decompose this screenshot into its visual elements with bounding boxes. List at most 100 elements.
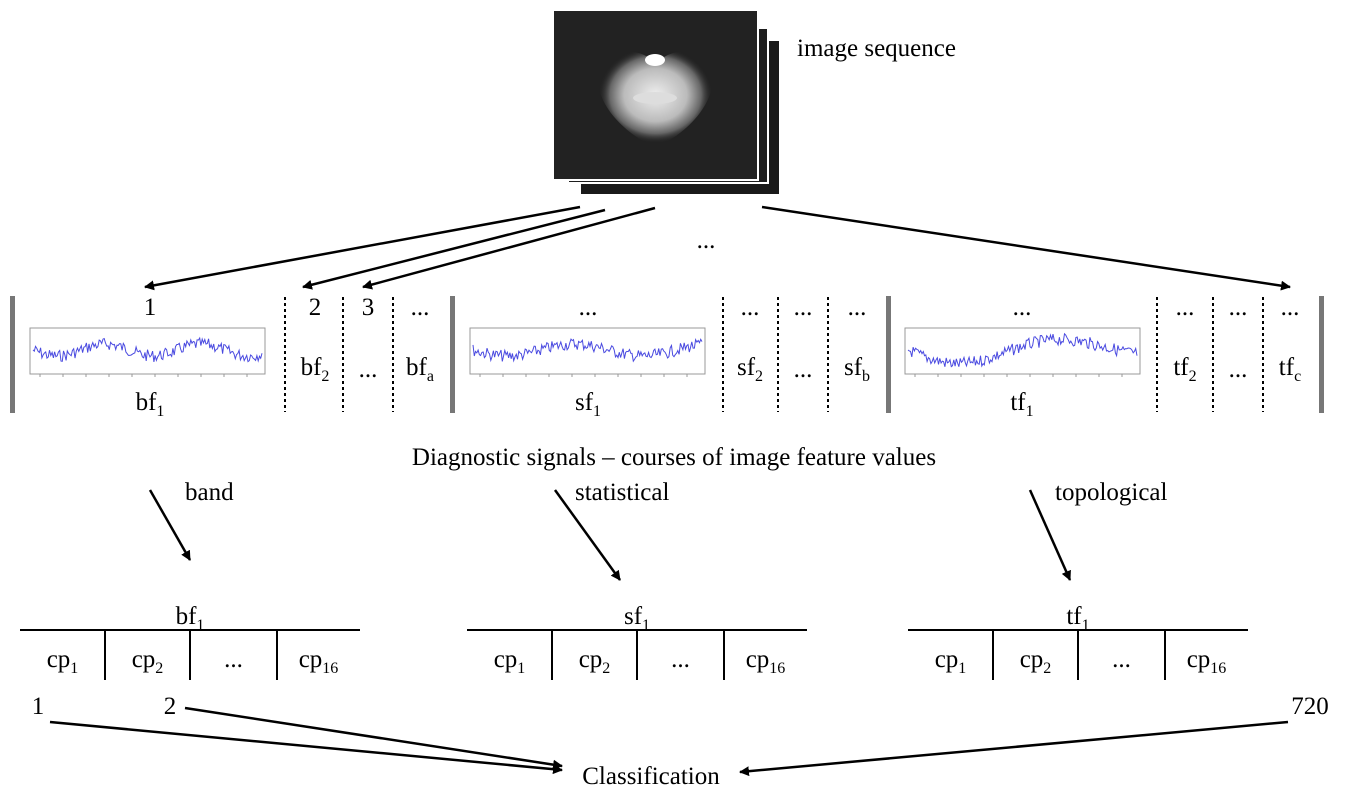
signal-label-base: sf [737,354,756,381]
signal-label-sub: 2 [1189,368,1197,385]
table-header-base: bf [176,603,198,630]
index-label: 1 [32,693,45,720]
signal-label-base: sf [575,389,594,416]
table-cell: cp1 [47,646,79,677]
table-cell: cp2 [579,646,611,677]
signal-label-sub: 2 [321,368,329,385]
signal-label-base: bf [406,354,428,381]
signal-label-base: ... [1229,356,1248,383]
table-cell-base: cp [47,646,71,673]
feature-type: topological [1055,479,1168,506]
signal-label-sub: b [862,368,870,385]
separator [886,296,891,413]
table-cell: ... [671,646,690,673]
column-header: 1 [144,294,157,321]
separator [450,296,455,413]
column-header: ... [579,294,598,321]
column-header: 2 [309,294,322,321]
column-header: ... [741,294,760,321]
table-cell: cp16 [746,646,786,677]
column-header: 3 [362,294,375,321]
table-header-sub: 1 [1082,617,1090,634]
signal-label: sfb [844,354,870,385]
column-header: ... [1176,294,1195,321]
column-header: ... [1281,294,1300,321]
table-cell-sub: 1 [70,660,78,677]
classification-label: Classification [582,763,720,790]
column-header: ... [848,294,867,321]
table-cell-sub: 2 [1043,660,1051,677]
signal-label-base: ... [794,356,813,383]
signal-trace [472,337,703,363]
table-cell: cp2 [132,646,164,677]
table-header-sub: 1 [642,617,650,634]
index-label: 720 [1291,693,1329,720]
table-cell: cp1 [494,646,526,677]
ellipsis: ... [697,227,716,254]
signal-label: ... [359,356,378,383]
table-cell-base: cp [1020,646,1044,673]
feature-type: band [185,479,234,506]
caption: Diagnostic signals – courses of image fe… [412,444,936,471]
signal-label-base: sf [844,354,863,381]
signal-label-sub: 1 [593,403,601,420]
table-cell-sub: 2 [155,660,163,677]
table-cell-base: cp [299,646,323,673]
signal-label: tf2 [1173,354,1196,385]
signal-label-sub: a [427,368,434,385]
signal-label: bf1 [136,389,165,420]
column-header: ... [794,294,813,321]
signal-label: ... [1229,356,1248,383]
signal-label-base: bf [301,354,323,381]
table-cell-base: ... [224,646,243,673]
table-header-base: tf [1066,603,1082,630]
separator [10,296,15,413]
arrows [49,205,1291,777]
table-cell: ... [1112,646,1131,673]
table-cell: cp16 [299,646,339,677]
signal-label-base: ... [359,356,378,383]
signal-label-base: bf [136,389,158,416]
signal-label-sub: c [1294,368,1301,385]
signal-trace [32,336,263,363]
table-header-base: sf [624,603,643,630]
signal-label-sub: 1 [156,403,164,420]
table-cell-base: cp [494,646,518,673]
index-label: 2 [164,693,177,720]
signal-thumbnail [469,327,706,375]
table-cell: cp16 [1187,646,1227,677]
signal-label: tfc [1279,354,1301,385]
table-cell-base: cp [579,646,603,673]
column-header: ... [1229,294,1248,321]
column-header: ... [411,294,430,321]
table-cell-base: ... [671,646,690,673]
table-cell-base: ... [1112,646,1131,673]
table-cell-sub: 2 [602,660,610,677]
table-cell-sub: 16 [769,660,785,677]
column-header: ... [1013,294,1032,321]
feature-type: statistical [575,479,669,506]
signal-label-base: tf [1010,389,1026,416]
table-cell: cp2 [1020,646,1052,677]
image-label: image sequence [797,35,956,62]
table-header-sub: 1 [196,617,204,634]
signal-label: sf1 [575,389,601,420]
table-cell: ... [224,646,243,673]
table-header: bf1 [176,603,205,634]
table-cell-sub: 16 [322,660,338,677]
signal-label-base: tf [1279,354,1295,381]
table-header: tf1 [1066,603,1089,634]
signal-label: ... [794,356,813,383]
table-header: sf1 [624,603,650,634]
table-cell: cp1 [935,646,967,677]
signal-label-sub: 1 [1026,403,1034,420]
table-cell-base: cp [935,646,959,673]
separator [1319,296,1324,413]
signal-trace [907,332,1138,368]
table-cell-sub: 1 [517,660,525,677]
signal-label: sf2 [737,354,763,385]
table-cell-base: cp [132,646,156,673]
table-cell-base: cp [746,646,770,673]
signal-label: tf1 [1010,389,1033,420]
